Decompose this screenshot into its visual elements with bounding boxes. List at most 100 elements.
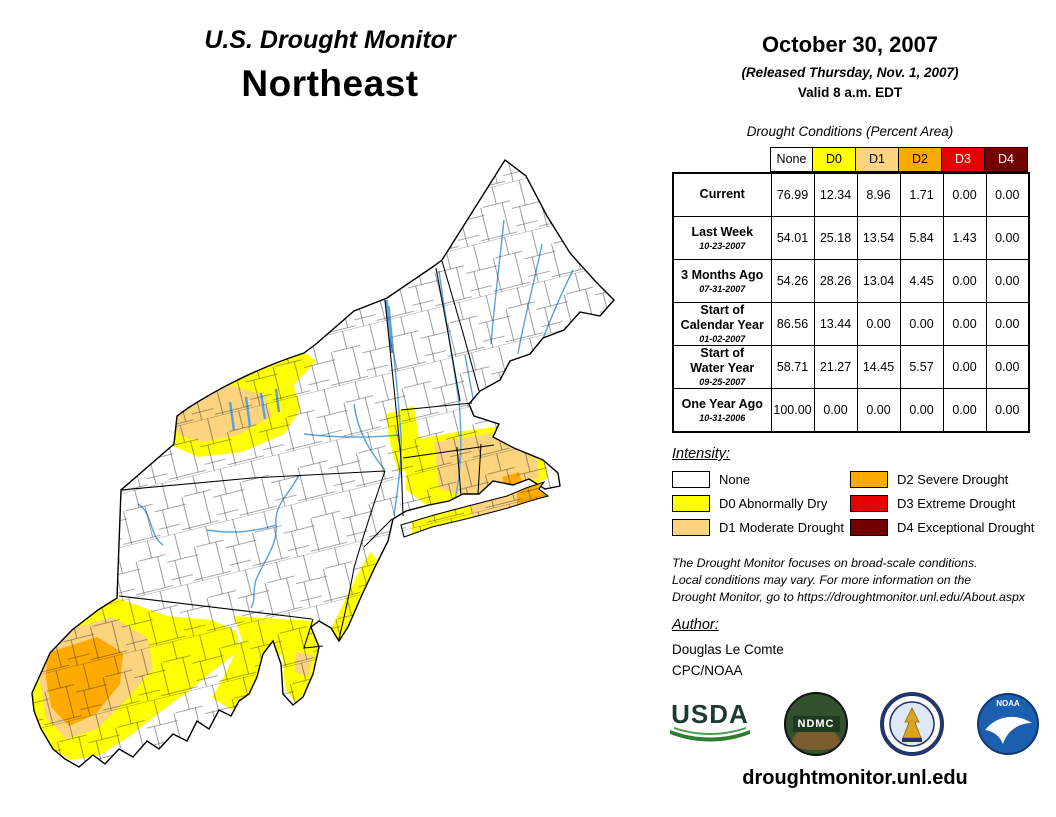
cell-value: 76.99 (770, 172, 815, 217)
cell-value: 14.45 (856, 345, 901, 389)
disclaimer-text: The Drought Monitor focuses on broad-sca… (672, 556, 1025, 604)
legend-item-d3: D3 Extreme Drought (850, 495, 1044, 512)
row-label: Start of Calendar Year 01-02-2007 (672, 302, 772, 346)
usda-wordmark: USDA (671, 698, 749, 729)
cell-value: 21.27 (813, 345, 858, 389)
cell-value: 86.56 (770, 302, 815, 346)
title-block: U.S. Drought Monitor Northeast (130, 26, 530, 105)
ct-ri-border (456, 446, 462, 496)
long-island-counties (400, 480, 550, 538)
legend-item-none: None (672, 471, 850, 488)
column-header-none: None (770, 147, 813, 172)
valid-time: Valid 8 a.m. EDT (797, 85, 903, 100)
state-borders (118, 260, 495, 649)
cell-value: 0.00 (985, 172, 1030, 217)
legend-item-d2: D2 Severe Drought (850, 471, 1044, 488)
table-row: Start of Water Year 09-25-2007 58.71 21.… (672, 345, 1030, 389)
cell-value: 13.54 (856, 216, 901, 260)
d0-swatch (672, 495, 710, 512)
ma-north-border (400, 402, 473, 411)
cell-value: 0.00 (856, 388, 901, 433)
cell-value: 0.00 (899, 388, 944, 433)
noaa-logo: NOAA (976, 692, 1040, 756)
noaa-wordmark: NOAA (996, 699, 1020, 708)
none-swatch (672, 471, 710, 488)
ndmc-logo: NDMC (784, 692, 848, 756)
cell-value: 0.00 (899, 302, 944, 346)
legend-column-left: None D0 Abnormally Dry D1 Moderate Droug… (672, 471, 850, 543)
column-header-d1: D1 (856, 147, 899, 172)
release-date: (Released Thursday, Nov. 1, 2007) (741, 65, 959, 80)
column-header-d0: D0 (813, 147, 856, 172)
cell-value: 0.00 (942, 259, 987, 303)
cell-value: 5.84 (899, 216, 944, 260)
mason-dixon-line (118, 595, 313, 620)
legend-item-d4: D4 Exceptional Drought (850, 519, 1044, 536)
county-boundaries (31, 158, 615, 768)
d1-swatch (672, 519, 710, 536)
cell-value: 28.26 (813, 259, 858, 303)
d4-swatch (850, 519, 888, 536)
table-row: One Year Ago 10-31-2006 100.00 0.00 0.00… (672, 388, 1030, 433)
cell-value: 54.26 (770, 259, 815, 303)
cell-value: 58.71 (770, 345, 815, 389)
usda-logo: USDA (668, 701, 752, 748)
table-row: Last Week 10-23-2007 54.01 25.18 13.54 5… (672, 216, 1030, 260)
cell-value: 5.57 (899, 345, 944, 389)
cell-value: 13.04 (856, 259, 901, 303)
drought-conditions-table: None D0 D1 D2 D3 D4 Current 76.99 12.34 … (672, 147, 1030, 433)
cell-value: 0.00 (942, 172, 987, 217)
cell-value: 0.00 (942, 302, 987, 346)
table-row: 3 Months Ago 07-31-2007 54.26 28.26 13.0… (672, 259, 1030, 303)
author-name: Douglas Le Comte (672, 642, 784, 657)
pa-nj-border-delaware-river (338, 470, 386, 640)
cell-value: 25.18 (813, 216, 858, 260)
usda-swoosh-icon (670, 726, 750, 741)
cell-value: 4.45 (899, 259, 944, 303)
row-label: Start of Water Year 09-25-2007 (672, 345, 772, 389)
table-title: Drought Conditions (Percent Area) (746, 124, 954, 139)
author-org: CPC/NOAA (672, 663, 743, 678)
cell-value: 1.71 (899, 172, 944, 217)
northeast-drought-map-svg (31, 158, 615, 768)
row-label: Current (672, 172, 772, 217)
author-block: Author: Douglas Le Comte CPC/NOAA (672, 617, 784, 678)
legend-heading: Intensity: (672, 446, 731, 462)
date-block: October 30, 2007 (Released Thursday, Nov… (660, 32, 1040, 100)
noaa-seal-icon: NOAA (977, 693, 1039, 755)
map-date: October 30, 2007 (761, 32, 939, 57)
cell-value: 0.00 (942, 345, 987, 389)
region-title: Northeast (241, 63, 419, 104)
ndmc-wordmark: NDMC (792, 716, 840, 732)
vt-nh-border (435, 267, 461, 402)
footer-url: droughtmonitor.unl.edu (742, 767, 968, 789)
program-title: U.S. Drought Monitor (204, 26, 456, 54)
d2-swatch (850, 471, 888, 488)
row-label: Last Week 10-23-2007 (672, 216, 772, 260)
legend-item-d1: D1 Moderate Drought (672, 519, 850, 536)
ma-south-border (402, 444, 495, 459)
cell-value: 0.00 (985, 259, 1030, 303)
intensity-legend: Intensity: None D0 Abnormally Dry D1 Mod… (672, 446, 1044, 543)
commerce-seal-icon (880, 692, 944, 756)
ny-pa-border (120, 470, 386, 491)
cell-value: 54.01 (770, 216, 815, 260)
legend-column-right: D2 Severe Drought D3 Extreme Drought D4 … (850, 471, 1044, 543)
northeast-drought-map (2, 148, 662, 812)
table-row: Start of Calendar Year 01-02-2007 86.56 … (672, 302, 1030, 346)
table-row: Current 76.99 12.34 8.96 1.71 0.00 0.00 (672, 172, 1030, 217)
cell-value: 0.00 (813, 388, 858, 433)
cell-value: 13.44 (813, 302, 858, 346)
delaware-borders (303, 618, 324, 649)
cell-value: 0.00 (985, 345, 1030, 389)
ny-east-border (384, 299, 404, 517)
cell-value: 12.34 (813, 172, 858, 217)
cell-value: 0.00 (985, 302, 1030, 346)
table-corner-cell (672, 147, 770, 172)
ndmc-earth-icon (792, 728, 840, 750)
column-header-d3: D3 (942, 147, 985, 172)
table-header-row: None D0 D1 D2 D3 D4 (672, 147, 1030, 172)
agency-logos: USDA NDMC NOAA (668, 692, 1040, 756)
cell-value: 0.00 (985, 216, 1030, 260)
